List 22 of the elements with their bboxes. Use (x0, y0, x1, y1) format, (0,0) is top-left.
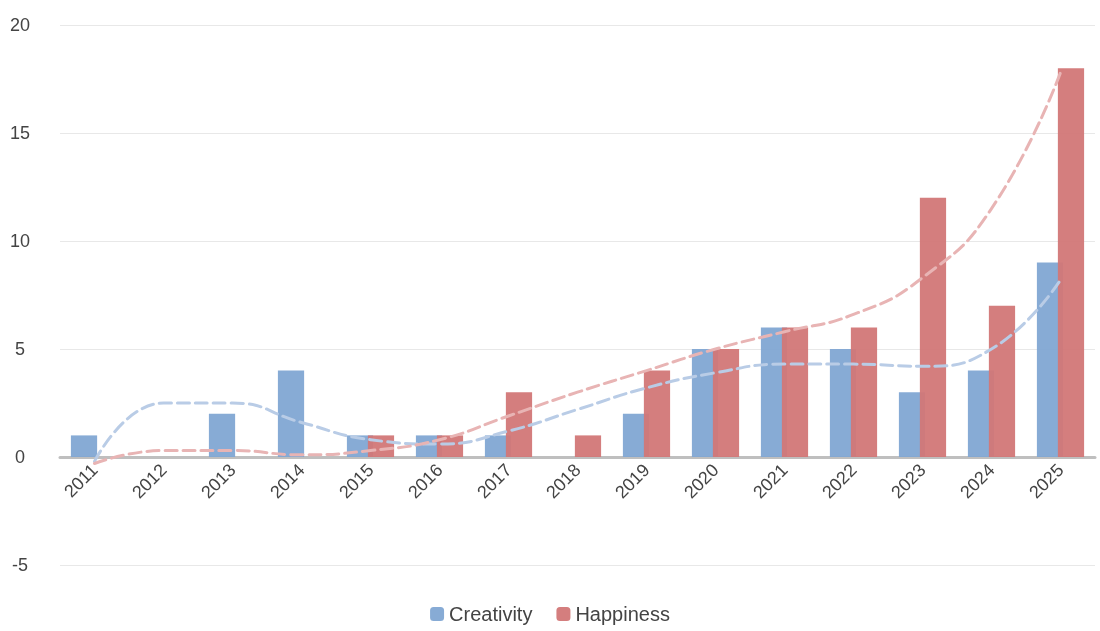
line-series (93, 278, 1062, 463)
bar (643, 370, 671, 457)
bar (919, 197, 947, 457)
y-tick-label: -5 (11, 555, 29, 575)
bar (574, 435, 602, 457)
y-tick-label: 20 (9, 15, 31, 35)
bar (208, 413, 236, 457)
y-tick-label: 0 (14, 447, 26, 467)
y-tick-label: 10 (9, 231, 31, 251)
legend-label: Happiness (575, 603, 670, 625)
bar (505, 392, 533, 457)
bar (277, 370, 305, 457)
line-series (93, 71, 1062, 465)
bar (1057, 68, 1085, 457)
bar (988, 305, 1016, 457)
bar (70, 435, 98, 457)
y-tick-label: 5 (14, 339, 26, 359)
legend-label: Creativity (449, 603, 533, 625)
bar (712, 349, 740, 457)
y-tick-label: 15 (9, 123, 31, 143)
bar (850, 327, 878, 457)
bar (781, 327, 809, 457)
